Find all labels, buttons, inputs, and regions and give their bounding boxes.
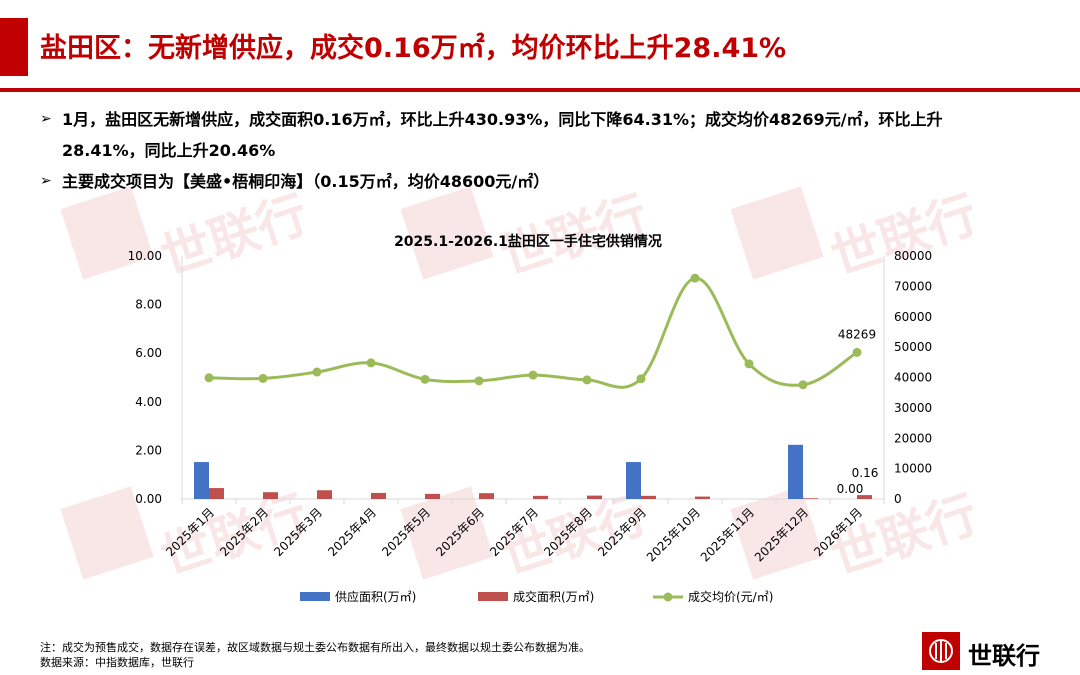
chart-line <box>204 273 862 390</box>
y-left-tick-label: 0.00 <box>135 492 162 506</box>
avg-price-point <box>852 347 862 357</box>
title-accent <box>0 18 28 76</box>
y-right-tick-label: 0 <box>894 492 902 506</box>
bullet-text: 1月，盐田区无新增供应，成交面积0.16万㎡，环比上升430.93%，同比下降6… <box>62 110 943 129</box>
bar-sales <box>317 490 332 499</box>
footnote: 注：成交为预售成交，数据存在误差，故区域数据与规土委公布数据有所出入，最终数据以… <box>40 640 590 670</box>
data-label: 48269 <box>838 327 876 341</box>
x-tick-label: 2025年4月 <box>325 505 379 559</box>
y-right-tick-label: 80000 <box>894 249 932 263</box>
supply-sales-chart: 2025.1-2026.1盐田区一手住宅供销情况 0.00 2.00 4.00 6.0… <box>128 233 933 604</box>
brand-logo: 世联行 <box>922 632 1072 672</box>
data-label: 0.00 <box>837 482 864 496</box>
avg-price-point <box>312 367 322 377</box>
bullet-text: 28.41%，同比上升20.46% <box>62 141 276 160</box>
y-right-tick-label: 40000 <box>894 371 932 385</box>
x-tick-label: 2025年5月 <box>379 505 433 559</box>
legend-marker <box>663 592 673 602</box>
summary-bullets: ➢ 1月，盐田区无新增供应，成交面积0.16万㎡，环比上升430.93%，同比下… <box>40 104 1040 197</box>
avg-price-point <box>474 376 484 386</box>
y-right-tick-label: 60000 <box>894 310 932 324</box>
bar-sales <box>803 498 818 499</box>
bar-supply <box>194 462 209 499</box>
title-divider <box>0 88 1080 92</box>
y-left-tick-label: 4.00 <box>135 395 162 409</box>
x-tick-label: 2025年3月 <box>271 505 325 559</box>
bar-sales <box>641 495 656 499</box>
bar-sales <box>695 496 710 499</box>
bar-supply <box>788 444 803 499</box>
bullet-item: ➢ 1月，盐田区无新增供应，成交面积0.16万㎡，环比上升430.93%，同比下… <box>40 104 1040 166</box>
x-tick-label: 2025年9月 <box>595 505 649 559</box>
chart-title: 2025.1-2026.1盐田区一手住宅供销情况 <box>394 233 662 250</box>
avg-price-point <box>258 373 268 383</box>
x-tick-label: 2025年2月 <box>217 505 271 559</box>
avg-price-point <box>366 358 376 368</box>
x-tick-label: 2025年8月 <box>541 505 595 559</box>
legend-label: 成交面积(万㎡) <box>513 589 594 604</box>
arrow-bullet-icon: ➢ <box>40 173 52 189</box>
y-left-tick-label: 10.00 <box>128 249 162 263</box>
avg-price-point <box>582 375 592 385</box>
chart-labels: 0.00 0.16 48269 <box>837 327 879 496</box>
y-right-tick-label: 50000 <box>894 340 932 354</box>
bar-sales <box>425 493 440 499</box>
x-tick-label: 2025年12月 <box>752 505 811 564</box>
y-left-tick-label: 8.00 <box>135 298 162 312</box>
footnote-note: 注：成交为预售成交，数据存在误差，故区域数据与规土委公布数据有所出入，最终数据以… <box>40 641 590 654</box>
bar-sales <box>371 492 386 499</box>
data-label: 0.16 <box>852 466 879 480</box>
y-right-tick-label: 10000 <box>894 462 932 476</box>
bar-sales <box>857 495 872 499</box>
bullet-item: ➢ 主要成交项目为【美盛•梧桐印海】（0.15万㎡，均价48600元/㎡） <box>40 166 1040 197</box>
x-tick-label: 2025年6月 <box>433 505 487 559</box>
title-bar: 盐田区：无新增供应，成交0.16万㎡，均价环比上升28.41% <box>0 0 1080 92</box>
avg-price-point <box>636 374 646 384</box>
avg-price-point <box>744 359 754 369</box>
bar-sales <box>479 493 494 499</box>
bar-sales <box>533 495 548 499</box>
y-left-tick-label: 2.00 <box>135 443 162 457</box>
bar-supply <box>626 462 641 499</box>
chart-bars <box>194 444 872 499</box>
chart-axes: 0.00 2.00 4.00 6.00 8.00 10.00 0 10000 20000 3000… <box>128 249 933 564</box>
avg-price-point <box>798 380 808 390</box>
avg-price-point <box>420 374 430 384</box>
legend-label: 供应面积(万㎡) <box>335 589 416 604</box>
x-tick-label: 2025年1月 <box>163 505 217 559</box>
brand-name: 世联行 <box>968 642 1040 670</box>
avg-price-point <box>690 273 700 283</box>
bar-sales <box>587 495 602 499</box>
y-right-tick-label: 70000 <box>894 279 932 293</box>
chart-legend: 供应面积(万㎡) 成交面积(万㎡) 成交均价(元/㎡) <box>300 589 773 604</box>
y-left-tick-label: 6.00 <box>135 346 162 360</box>
legend-swatch <box>300 592 330 601</box>
x-tick-label: 2025年10月 <box>644 505 703 564</box>
y-right-tick-label: 30000 <box>894 401 932 415</box>
avg-price-point <box>528 370 538 380</box>
bullet-text: 主要成交项目为【美盛•梧桐印海】（0.15万㎡，均价48600元/㎡） <box>62 172 550 191</box>
y-right-tick-label: 20000 <box>894 431 932 445</box>
avg-price-point <box>204 373 214 383</box>
x-tick-label: 2026年1月 <box>811 505 865 559</box>
arrow-bullet-icon: ➢ <box>40 111 52 127</box>
x-tick-label: 2025年7月 <box>487 505 541 559</box>
footnote-source: 数据来源：中指数据库，世联行 <box>40 656 194 669</box>
brand-logo-icon <box>922 632 960 670</box>
x-tick-label: 2025年11月 <box>698 505 757 564</box>
bar-sales <box>209 488 224 499</box>
page-title: 盐田区：无新增供应，成交0.16万㎡，均价环比上升28.41% <box>40 33 787 64</box>
bar-sales <box>263 492 278 499</box>
legend-swatch <box>478 592 508 601</box>
legend-label: 成交均价(元/㎡) <box>688 589 773 604</box>
